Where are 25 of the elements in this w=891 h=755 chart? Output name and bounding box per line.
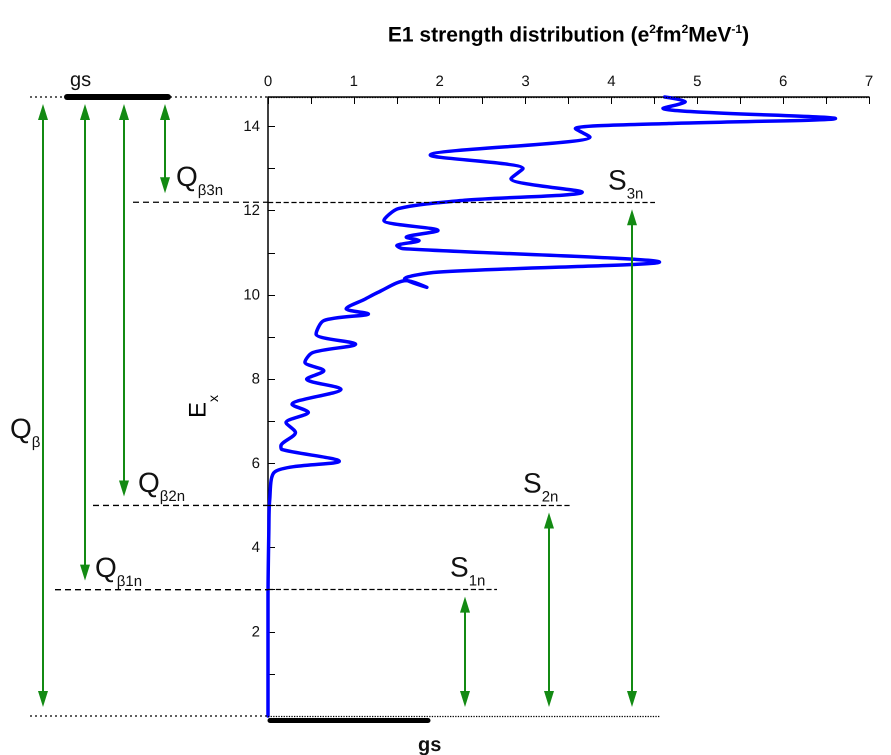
ref-line-label: S$_{3n}$ bbox=[608, 164, 644, 202]
x-tick-label: 6 bbox=[778, 73, 788, 90]
y-tick-label: 2 bbox=[252, 623, 260, 640]
y-tick-label: 6 bbox=[252, 454, 260, 472]
y-tick-label: 14 bbox=[243, 118, 260, 135]
y-tick-label: 4 bbox=[252, 539, 260, 556]
y-axis-title: Ex bbox=[184, 394, 221, 418]
x-tick-label: 7 bbox=[864, 73, 874, 90]
x-tick-label: 2 bbox=[436, 73, 444, 90]
x-tick-label: 3 bbox=[521, 73, 530, 90]
text: Q$_{β1n}$ bbox=[95, 552, 142, 590]
text: Q$_{β}$ bbox=[10, 413, 41, 450]
x-tick-label: 5 bbox=[693, 73, 702, 90]
x-tick-label: 4 bbox=[607, 73, 616, 90]
text: Q$_{β2n}$ bbox=[138, 467, 186, 504]
ref-line-label: S$_{2n}$ bbox=[523, 467, 558, 505]
ref-line-label: S$_{1n}$ bbox=[450, 552, 486, 590]
x-tick-label: 1 bbox=[350, 73, 358, 90]
y-tick-label: 12 bbox=[243, 202, 260, 220]
text: Q$_{β3n}$ bbox=[176, 161, 224, 198]
text: gs bbox=[70, 69, 92, 91]
y-tick-label: 8 bbox=[252, 370, 260, 388]
y-tick-label: 10 bbox=[243, 286, 260, 304]
text: gs bbox=[418, 734, 442, 755]
x-tick-label: 0 bbox=[264, 73, 272, 90]
